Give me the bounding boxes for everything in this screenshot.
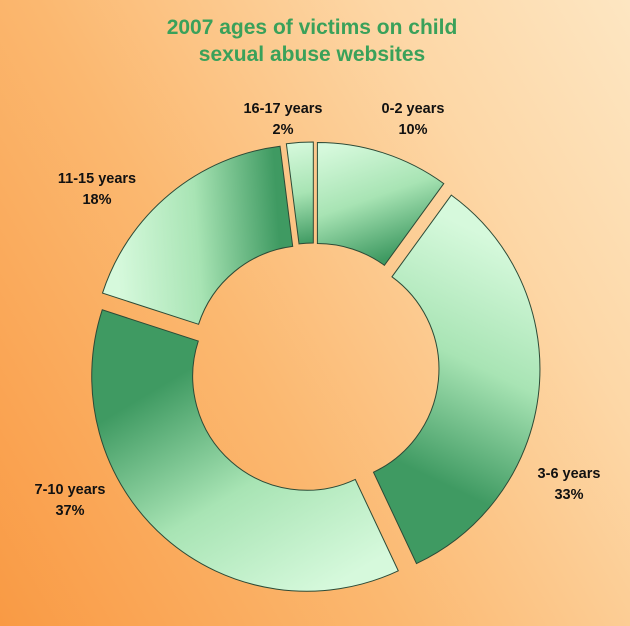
- donut-slice-0-2-years: [316, 142, 445, 267]
- slice-label-value: 37%: [55, 503, 84, 519]
- slice-label-category: 0-2 years: [382, 101, 445, 117]
- donut-slice-11-15-years: [101, 145, 294, 325]
- slice-labels: 0-2 years 10% 3-6 years 33% 7-10 years 37% 11-…: [35, 101, 601, 519]
- donut-slice-16-17-years: [285, 141, 314, 245]
- slice-label-category: 3-6 years: [538, 466, 601, 482]
- donut-slice-3-6-years: [372, 194, 541, 565]
- slice-label-category: 11-15 years: [58, 171, 136, 187]
- slice-label-category: 16-17 years: [243, 101, 322, 117]
- slice-label-value: 33%: [554, 487, 583, 503]
- slice-label-value: 10%: [398, 122, 427, 138]
- donut-slices: [91, 141, 541, 592]
- donut-slice-7-10-years: [91, 309, 399, 592]
- chart-title-line-1: 2007 ages of victims on child: [167, 16, 458, 39]
- slice-label-category: 7-10 years: [35, 482, 106, 498]
- slice-label-value: 2%: [273, 122, 294, 138]
- slice-label-value: 18%: [82, 192, 111, 208]
- chart-title-line-2: sexual abuse websites: [199, 43, 425, 66]
